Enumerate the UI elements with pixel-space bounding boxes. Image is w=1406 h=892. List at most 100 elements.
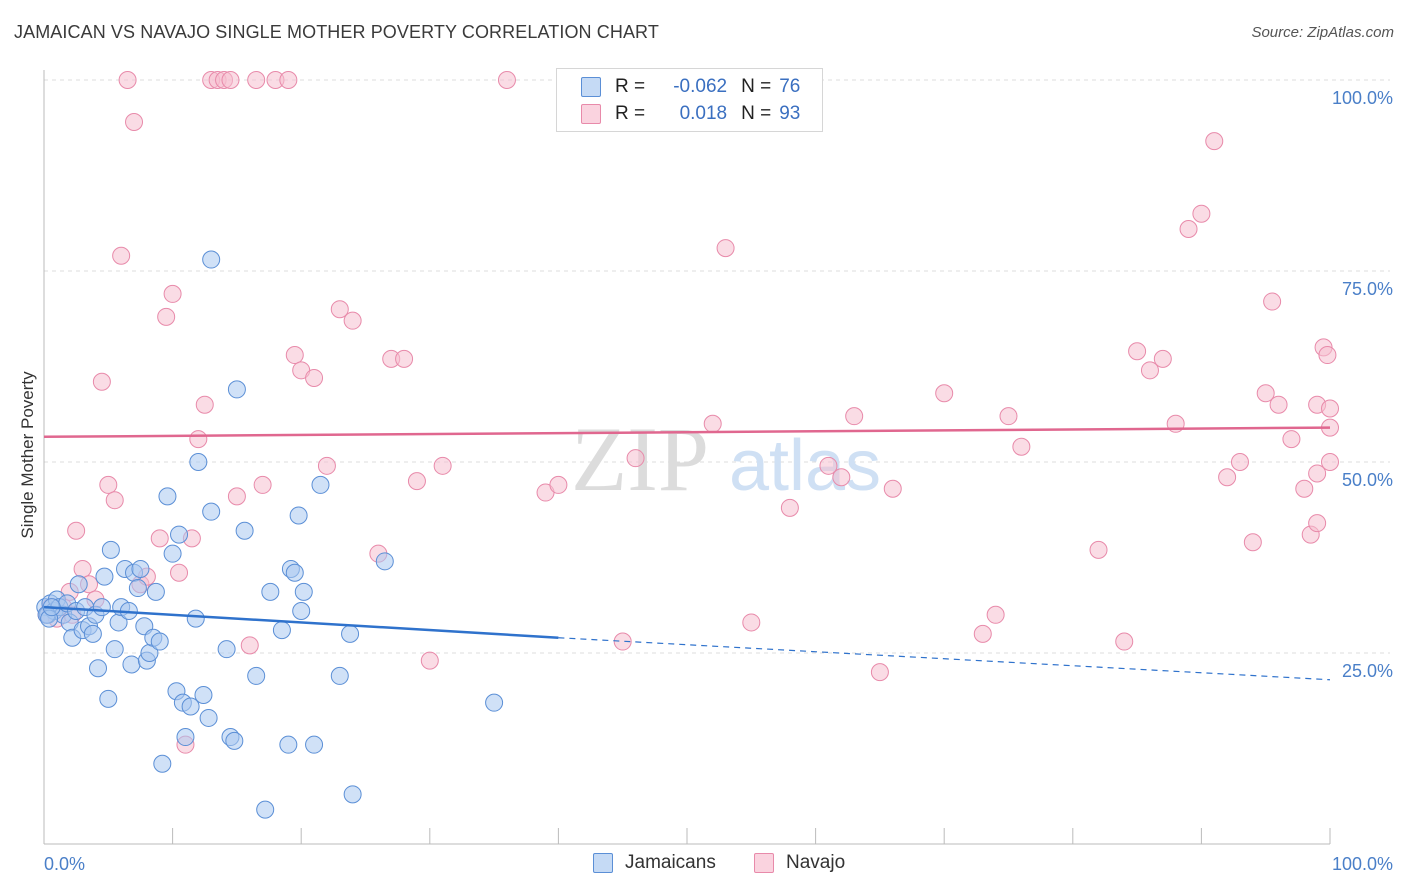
navajo-point xyxy=(247,71,266,89)
navajo-point xyxy=(92,372,111,391)
jamaicans-point xyxy=(181,697,200,716)
jamaicans-point xyxy=(227,380,246,399)
navajo-point xyxy=(1263,292,1282,311)
navajo-point xyxy=(105,491,124,510)
navajo-point xyxy=(1321,453,1339,471)
jamaicans-point xyxy=(176,728,195,747)
navajo-point xyxy=(253,475,272,494)
navajo-point xyxy=(1308,464,1327,483)
jamaicans-trend-dashed xyxy=(558,637,1331,681)
jamaicans-point xyxy=(101,540,120,559)
navajo-point xyxy=(317,456,336,475)
navajo-point xyxy=(1012,437,1031,456)
navajo-point xyxy=(819,456,838,475)
jamaicans-point xyxy=(199,708,218,727)
jamaicans-point xyxy=(83,624,102,643)
navajo-point xyxy=(195,395,214,414)
navajo-point xyxy=(163,284,182,303)
legend-r-label: R = xyxy=(615,76,646,97)
jamaicans-point xyxy=(261,582,280,601)
jamaicans-point xyxy=(311,475,330,494)
navajo-point xyxy=(1179,219,1198,238)
navajo-point xyxy=(935,384,954,403)
jamaicans-point xyxy=(305,735,324,754)
jamaicans-point xyxy=(279,735,298,754)
jamaicans-point xyxy=(272,621,291,640)
jamaicans-point xyxy=(247,666,266,685)
legend-r-label: R = xyxy=(615,103,646,124)
jamaicans-point xyxy=(202,502,221,521)
x-tick-label: 100.0% xyxy=(1332,854,1393,874)
y-tick-label: 75.0% xyxy=(1342,279,1393,299)
navajo-point xyxy=(150,529,169,548)
navajo-point xyxy=(973,624,992,643)
watermark-atlas: atlas xyxy=(729,426,881,506)
navajo-point xyxy=(1230,453,1249,471)
jamaicans-point xyxy=(153,754,172,773)
navajo-point xyxy=(285,346,304,365)
navajo-point xyxy=(1140,361,1159,380)
jamaicans-point xyxy=(158,487,177,506)
navajo-point xyxy=(395,349,414,368)
jamaicans-point xyxy=(235,521,254,540)
navajo-point xyxy=(67,521,86,540)
legend-row-jamaicans: R = -0.062 N = 76 xyxy=(581,75,800,99)
navajo-point xyxy=(497,71,516,89)
navajo-point xyxy=(157,307,176,326)
navajo-point xyxy=(883,479,902,498)
navajo-point xyxy=(73,559,92,578)
legend-n-value: 76 xyxy=(779,76,801,97)
navajo-point xyxy=(99,475,118,494)
legend-swatch-blue xyxy=(581,77,601,97)
legend-r-value: -0.062 xyxy=(673,76,728,97)
navajo-point xyxy=(716,239,735,258)
grid-lines xyxy=(44,79,1390,654)
navajo-point xyxy=(832,468,851,487)
navajo-trend-line xyxy=(43,426,1331,439)
navajo-point xyxy=(1243,533,1262,552)
legend-item-jamaicans[interactable]: Jamaicans xyxy=(593,852,716,874)
jamaicans-point xyxy=(294,582,313,601)
navajo-point xyxy=(1295,479,1314,498)
jamaicans-point xyxy=(150,632,169,651)
x-tick-label: 0.0% xyxy=(44,854,85,874)
legend-row-navajo: R = 0.018 N = 93 xyxy=(581,102,800,126)
legend-swatch-jamaicans xyxy=(593,853,613,873)
y-tick-label: 100.0% xyxy=(1332,88,1393,108)
jamaicans-point xyxy=(105,640,124,659)
navajo-point xyxy=(305,368,324,387)
navajo-point xyxy=(330,300,349,319)
legend-swatch-navajo xyxy=(754,853,774,873)
legend-item-navajo[interactable]: Navajo xyxy=(754,852,845,874)
navajo-point xyxy=(1308,514,1327,533)
jamaicans-point xyxy=(194,686,213,705)
navajo-point xyxy=(1321,399,1339,418)
navajo-point xyxy=(870,663,889,682)
legend-label-navajo: Navajo xyxy=(786,852,846,873)
trend-lines xyxy=(43,426,1331,681)
series-legend: Jamaicans Navajo xyxy=(0,852,1406,878)
navajo-point xyxy=(279,71,298,89)
navajo-point xyxy=(845,407,864,426)
navajo-point xyxy=(1089,540,1108,559)
navajo-point xyxy=(189,430,208,449)
navajo-point xyxy=(1115,632,1134,651)
navajo-point xyxy=(112,246,131,265)
navajo-point xyxy=(986,605,1005,624)
jamaicans-point xyxy=(292,601,311,620)
jamaicans-point xyxy=(128,579,147,598)
legend-r-value: 0.018 xyxy=(679,103,728,124)
legend-swatch-pink xyxy=(581,104,601,124)
navajo-point xyxy=(999,407,1018,426)
jamaicans-point xyxy=(485,693,504,712)
navajo-point xyxy=(1282,430,1301,449)
jamaicans-point xyxy=(146,582,165,601)
navajo-point xyxy=(703,414,722,433)
axes xyxy=(43,70,1331,845)
navajo-point xyxy=(227,487,246,506)
jamaicans-point xyxy=(225,731,244,750)
y-tick-label: 50.0% xyxy=(1342,470,1393,490)
jamaicans-point xyxy=(69,575,88,594)
jamaicans-point xyxy=(375,552,394,571)
